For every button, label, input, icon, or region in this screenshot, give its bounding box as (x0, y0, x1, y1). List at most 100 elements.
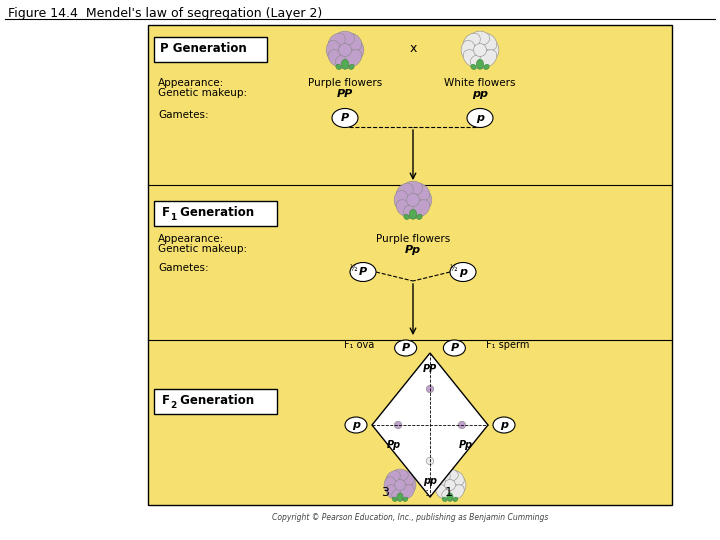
Ellipse shape (328, 33, 346, 50)
Text: P: P (450, 343, 459, 353)
Ellipse shape (336, 64, 341, 70)
Ellipse shape (464, 433, 467, 436)
Text: ½: ½ (350, 264, 357, 273)
Ellipse shape (493, 417, 515, 433)
Polygon shape (372, 353, 488, 497)
Text: Pp: Pp (405, 245, 421, 255)
Ellipse shape (426, 385, 433, 393)
Ellipse shape (442, 489, 458, 501)
Text: Generation: Generation (176, 206, 254, 219)
Text: P: P (402, 343, 410, 353)
Ellipse shape (398, 415, 408, 425)
Text: ½: ½ (450, 264, 457, 273)
Ellipse shape (430, 461, 440, 471)
Ellipse shape (471, 64, 476, 70)
Ellipse shape (460, 430, 464, 436)
Ellipse shape (388, 415, 398, 425)
Ellipse shape (349, 64, 354, 70)
Ellipse shape (345, 33, 362, 50)
Ellipse shape (413, 200, 430, 217)
Ellipse shape (456, 428, 467, 436)
Text: x: x (409, 42, 417, 55)
Ellipse shape (338, 44, 351, 57)
Ellipse shape (433, 383, 441, 395)
Ellipse shape (451, 420, 459, 430)
Ellipse shape (454, 477, 466, 493)
Ellipse shape (477, 59, 484, 69)
Ellipse shape (397, 493, 403, 501)
Text: Gametes:: Gametes: (158, 263, 209, 273)
Ellipse shape (450, 485, 464, 500)
Ellipse shape (392, 414, 404, 422)
Ellipse shape (436, 471, 450, 485)
Ellipse shape (394, 190, 408, 210)
Ellipse shape (420, 461, 430, 471)
Ellipse shape (419, 455, 428, 467)
Ellipse shape (392, 489, 408, 501)
Ellipse shape (395, 480, 405, 490)
Text: 3: 3 (381, 485, 389, 498)
Ellipse shape (425, 397, 428, 400)
Ellipse shape (428, 394, 432, 400)
Ellipse shape (349, 40, 364, 60)
Ellipse shape (403, 181, 423, 195)
Ellipse shape (458, 421, 466, 429)
Ellipse shape (452, 415, 462, 425)
Text: Pp: Pp (459, 440, 473, 450)
Text: P: P (359, 267, 367, 277)
Ellipse shape (430, 451, 440, 461)
Bar (148, 25, 672, 505)
Ellipse shape (470, 55, 490, 69)
Ellipse shape (424, 392, 436, 400)
Ellipse shape (484, 64, 489, 70)
Ellipse shape (345, 417, 367, 433)
Text: F₁ ova: F₁ ova (343, 340, 374, 350)
Ellipse shape (480, 33, 497, 50)
Ellipse shape (418, 190, 432, 210)
Text: pp: pp (423, 476, 437, 486)
Ellipse shape (336, 31, 355, 45)
Ellipse shape (396, 183, 413, 200)
Ellipse shape (456, 433, 459, 436)
Text: White flowers: White flowers (444, 78, 516, 88)
Text: p: p (476, 113, 484, 123)
Ellipse shape (420, 379, 430, 389)
Ellipse shape (444, 340, 465, 356)
Ellipse shape (424, 450, 436, 458)
Ellipse shape (400, 471, 414, 485)
Ellipse shape (436, 485, 450, 500)
Text: :: : (425, 485, 429, 498)
Text: p: p (500, 420, 508, 430)
Ellipse shape (413, 183, 430, 200)
Text: Generation: Generation (176, 395, 254, 408)
Ellipse shape (434, 477, 446, 493)
Ellipse shape (403, 205, 423, 219)
Ellipse shape (401, 420, 409, 430)
Ellipse shape (426, 457, 433, 465)
Ellipse shape (420, 451, 430, 461)
Ellipse shape (328, 50, 346, 67)
Ellipse shape (463, 33, 480, 50)
Ellipse shape (400, 485, 414, 500)
Ellipse shape (403, 497, 408, 502)
Text: PP: PP (423, 364, 437, 374)
Ellipse shape (463, 50, 480, 67)
Ellipse shape (419, 383, 428, 395)
Ellipse shape (450, 262, 476, 281)
Text: Pp: Pp (387, 440, 401, 450)
Ellipse shape (392, 428, 404, 436)
Ellipse shape (485, 40, 499, 60)
Ellipse shape (462, 415, 472, 425)
Ellipse shape (341, 59, 348, 69)
Text: Appearance:: Appearance: (158, 234, 224, 244)
Ellipse shape (464, 420, 473, 430)
Ellipse shape (396, 200, 413, 217)
Ellipse shape (407, 193, 420, 206)
Text: 1: 1 (170, 213, 176, 221)
Ellipse shape (432, 397, 436, 400)
Ellipse shape (442, 497, 446, 502)
Ellipse shape (332, 109, 358, 127)
Ellipse shape (384, 477, 396, 493)
Ellipse shape (396, 430, 400, 436)
Ellipse shape (424, 464, 436, 472)
